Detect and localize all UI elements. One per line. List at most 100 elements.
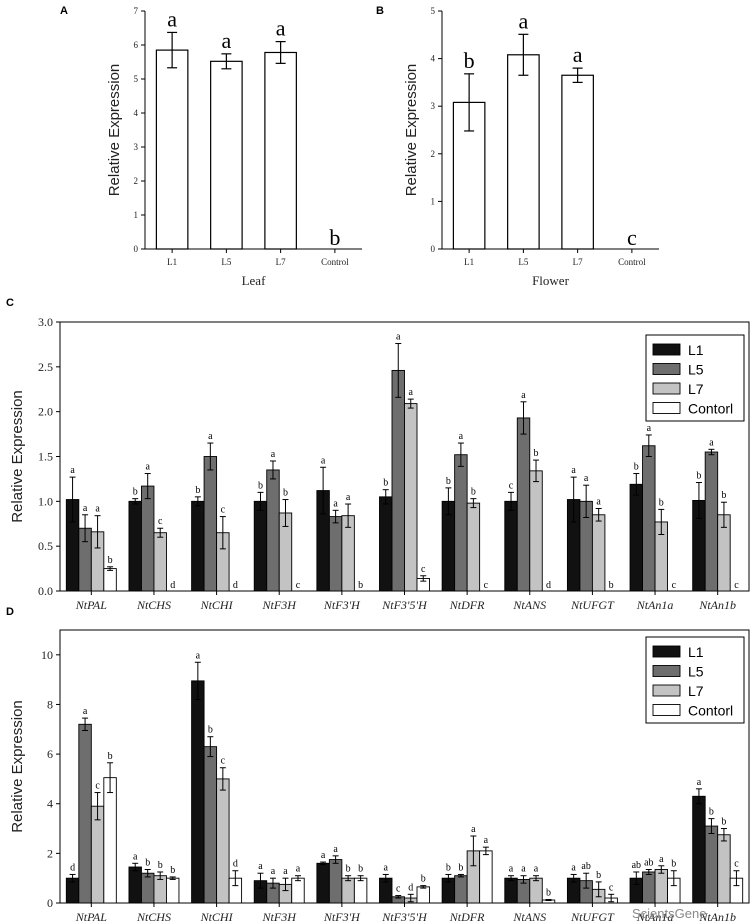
y-tick-label: 6 [47, 747, 53, 761]
legend-label: L5 [688, 664, 704, 680]
panel-a: A 0 1 2 3 4 5 6 7 Relative Expression a L1 a L5 a L7 b Co… [60, 5, 362, 288]
significance-label: d [70, 862, 75, 873]
significance-label: c [734, 859, 739, 870]
bar [642, 871, 656, 904]
significance-label: b [546, 888, 551, 899]
x-tick-label: Control [618, 257, 646, 267]
legend-swatch [652, 665, 681, 677]
bar [155, 49, 189, 250]
x-tick-label: NtCHS [136, 910, 171, 923]
bar [153, 532, 167, 592]
panel-label: D [6, 606, 14, 618]
significance-label: a [296, 864, 301, 875]
significance-label: a [573, 42, 583, 67]
bar [264, 51, 297, 250]
bar [103, 777, 117, 904]
legend-label: L1 [688, 342, 704, 358]
significance-label: b [329, 225, 340, 250]
significance-label: a [133, 851, 138, 862]
significance-label: a [95, 504, 100, 515]
x-tick-label: NtDFR [449, 598, 485, 612]
panel-label: C [6, 297, 14, 309]
x-tick-label: L7 [573, 257, 583, 267]
x-tick-label: L7 [276, 257, 286, 267]
bar [529, 877, 543, 904]
bar [141, 872, 155, 904]
legend-swatch [652, 382, 681, 395]
significance-label: a [221, 28, 231, 53]
bar [128, 500, 142, 592]
bar [504, 500, 518, 592]
significance-label: ab [644, 857, 653, 868]
significance-label: b [258, 480, 263, 491]
y-tick-label: 2 [47, 846, 53, 860]
legend-swatch [652, 704, 681, 716]
bar [341, 877, 355, 904]
significance-label: b [721, 817, 726, 828]
significance-label: a [484, 835, 489, 846]
bar [166, 877, 180, 904]
y-tick-label: 0 [47, 896, 53, 910]
significance-label: c [396, 884, 401, 895]
legend: L1 L5 L7 Contorl [645, 334, 745, 422]
significance-label: a [208, 431, 213, 442]
significance-label: c [484, 580, 489, 591]
y-tick-label: 0.5 [38, 539, 53, 553]
significance-label: c [158, 516, 163, 527]
significance-label: b [659, 497, 664, 508]
legend-swatch [652, 363, 681, 375]
significance-label: a [659, 854, 664, 865]
significance-label: c [421, 564, 426, 575]
significance-label: b [208, 725, 213, 736]
significance-label: a [709, 437, 714, 448]
bar [404, 403, 418, 592]
bar [454, 454, 468, 592]
significance-label: a [167, 6, 177, 31]
bar [507, 54, 540, 250]
significance-label: b [195, 485, 200, 496]
significance-label: b [358, 864, 363, 875]
significance-label: a [596, 497, 601, 508]
legend-label: Contorl [688, 703, 733, 719]
bar [591, 514, 606, 592]
bar [479, 850, 493, 904]
significance-label: b [133, 487, 138, 498]
bar [328, 516, 343, 592]
legend-label: Contorl [688, 401, 733, 417]
significance-label: a [584, 473, 589, 484]
x-tick-label: NtF3'5'H [381, 910, 428, 923]
significance-label: b [671, 859, 676, 870]
significance-label: b [383, 478, 388, 489]
x-tick-label: NtF3'H [323, 598, 361, 612]
y-tick-label: 7 [134, 6, 139, 16]
y-tick-label: 0 [134, 244, 139, 254]
significance-label: a [321, 455, 326, 466]
significance-label: a [459, 431, 464, 442]
x-tick-label: NtPAL [75, 910, 107, 923]
y-tick-label: 4 [134, 108, 139, 118]
bar [203, 456, 218, 592]
significance-label: b [446, 476, 451, 487]
significance-label: a [333, 844, 338, 855]
bar [379, 496, 393, 592]
y-tick-label: 1.0 [38, 494, 53, 508]
significance-label: a [271, 449, 276, 460]
x-tick-label: L1 [167, 257, 177, 267]
significance-label: b [446, 862, 451, 873]
significance-label: b [534, 448, 539, 459]
significance-label: a [647, 423, 652, 434]
bar [529, 470, 543, 592]
y-tick-label: 3 [134, 142, 139, 152]
significance-label: b [696, 471, 701, 482]
significance-label: b [596, 870, 601, 881]
legend-swatch [652, 684, 681, 697]
bar [328, 859, 343, 904]
x-tick-label: NtF3H [262, 910, 298, 923]
bar [692, 795, 706, 904]
significance-label: c [509, 480, 514, 491]
significance-label: d [233, 580, 238, 591]
x-tick-label: NtAn1a [636, 598, 674, 612]
bar [704, 825, 719, 904]
